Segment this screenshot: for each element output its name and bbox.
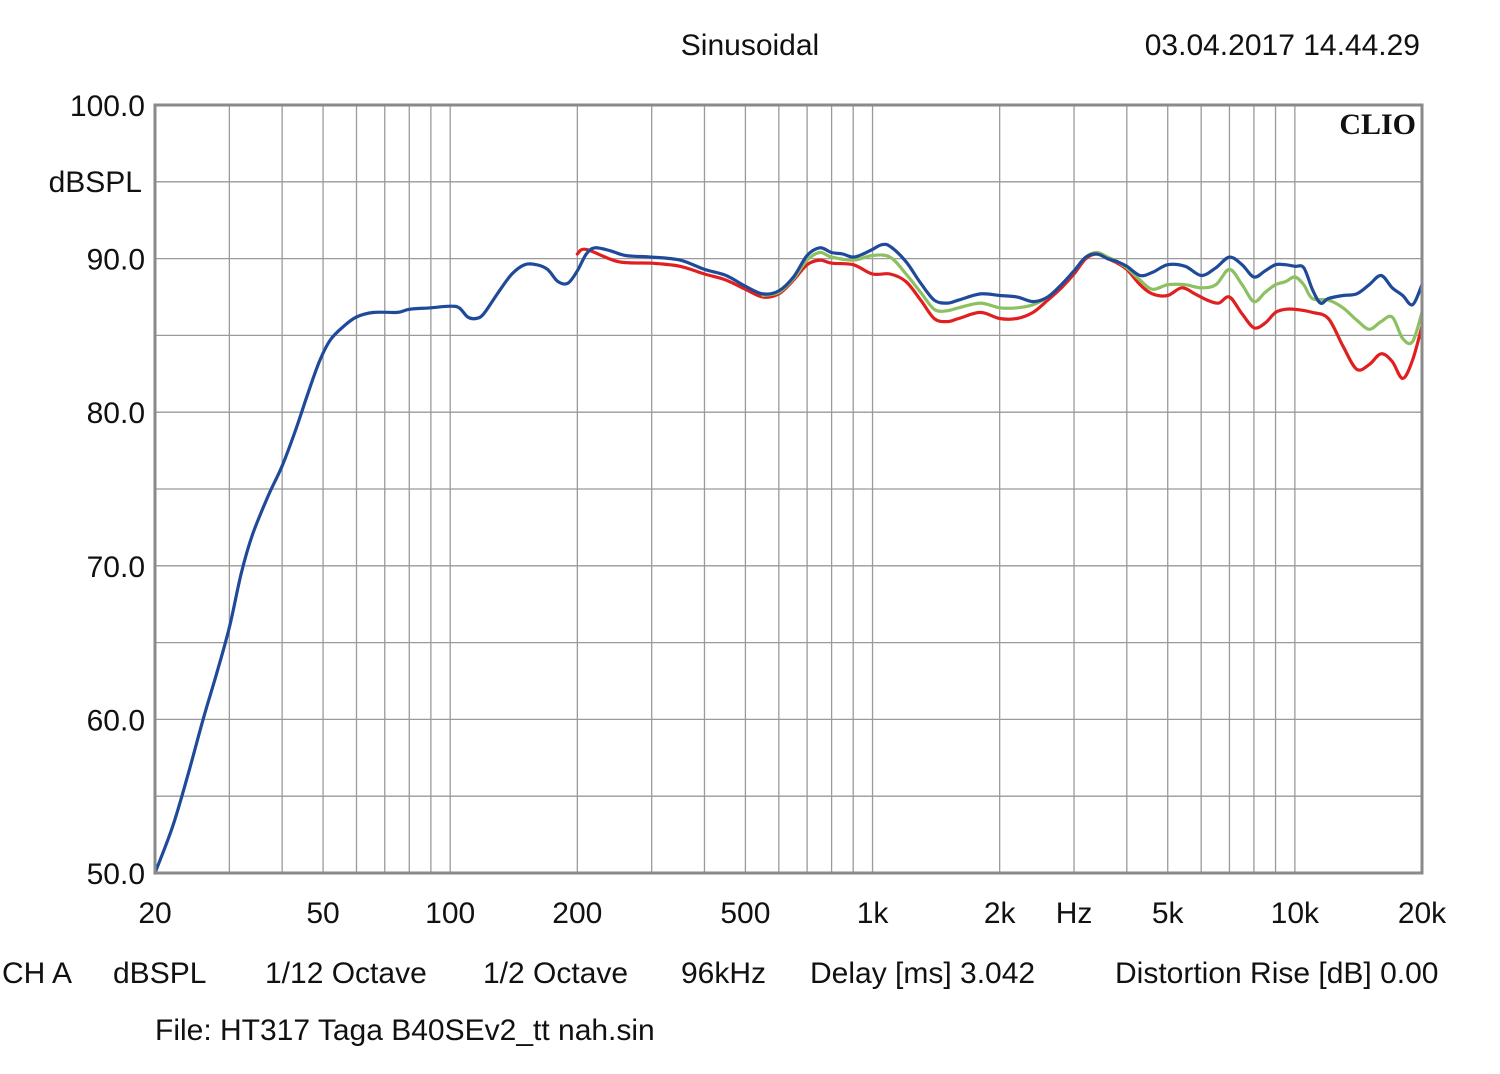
x-tick-label: 200: [552, 897, 602, 930]
x-tick-label: 20: [138, 897, 171, 930]
x-tick-label: 1k: [857, 897, 890, 930]
y-tick-label: 80.0: [87, 397, 145, 430]
x-tick-label: Hz: [1056, 897, 1093, 930]
y-tick-labels: 100.0 90.0 80.0 70.0 60.0 50.0: [70, 90, 145, 891]
footer-resolution: 1/2 Octave: [483, 957, 628, 990]
x-tick-label: 20k: [1398, 897, 1447, 930]
y-tick-label: 70.0: [87, 551, 145, 584]
footer-delay: Delay [ms] 3.042: [810, 957, 1035, 990]
footer-unit: dBSPL: [113, 957, 206, 990]
footer-file: File: HT317 Taga B40SEv2_tt nah.sin: [155, 1014, 655, 1047]
y-tick-label: 90.0: [87, 244, 145, 277]
footer-sample-rate: 96kHz: [681, 957, 766, 990]
footer-distortion: Distortion Rise [dB] 0.00: [1115, 957, 1438, 990]
response-curves: [153, 242, 1424, 875]
x-tick-labels: 20 50 100 200 500 1k 2k Hz 5k 10k 20k: [138, 897, 1447, 930]
x-tick-label: 500: [720, 897, 770, 930]
response-curve-2: [761, 250, 1424, 346]
plot-frame: [153, 103, 1424, 875]
grid-lines: [155, 105, 1422, 873]
x-tick-label: 100: [425, 897, 475, 930]
y-tick-label: 50.0: [87, 858, 145, 891]
measurement-mode-title: Sinusoidal: [681, 29, 819, 62]
x-tick-label: 5k: [1152, 897, 1185, 930]
timestamp: 03.04.2017 14.44.29: [1145, 29, 1420, 62]
clio-brand-logo: CLIO: [1339, 108, 1416, 141]
x-tick-label: 10k: [1271, 897, 1320, 930]
x-tick-label: 50: [306, 897, 339, 930]
response-curve-3: [153, 242, 1424, 875]
footer-smoothing: 1/12 Octave: [265, 957, 427, 990]
x-tick-label: 2k: [984, 897, 1017, 930]
footer-channel: CH A: [2, 957, 72, 990]
y-tick-label: 60.0: [87, 704, 145, 737]
y-axis-label: dBSPL: [49, 166, 142, 199]
y-tick-label: 100.0: [70, 90, 145, 123]
